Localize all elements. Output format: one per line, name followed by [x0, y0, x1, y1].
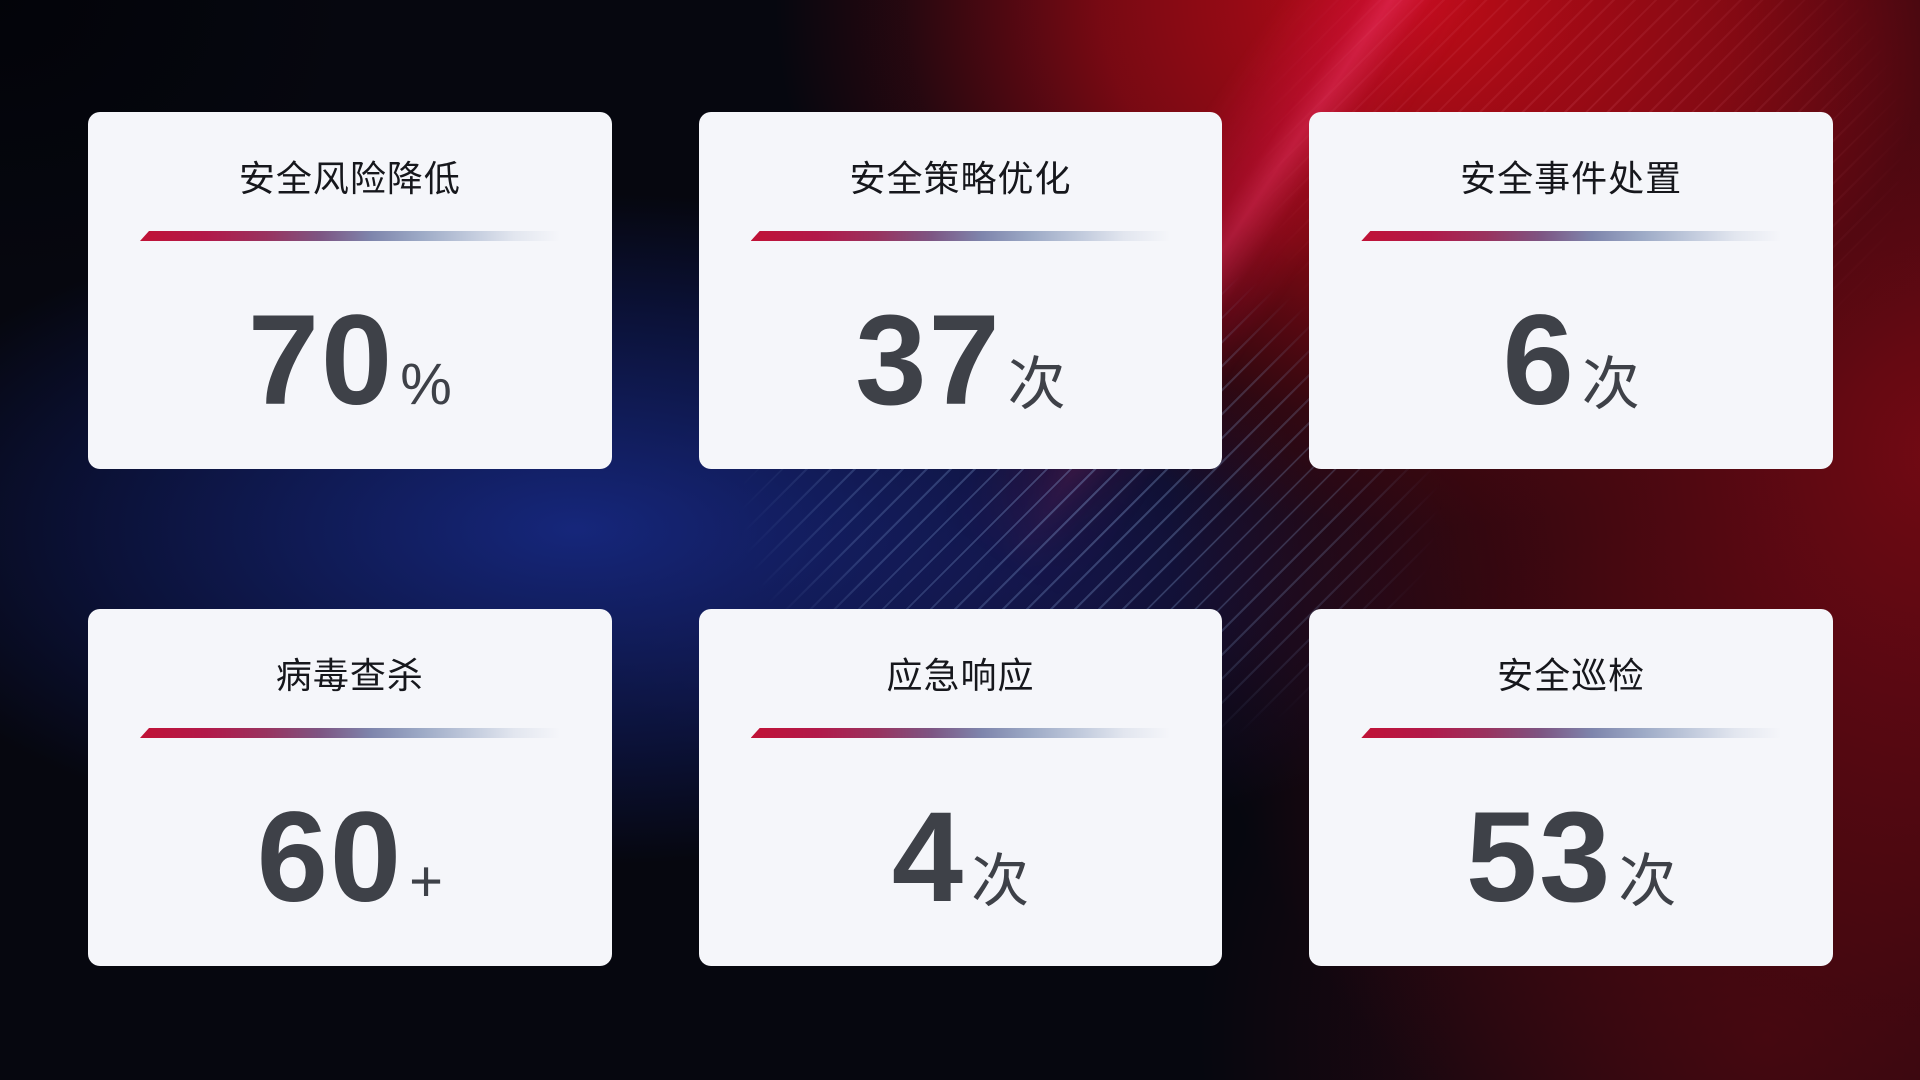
- card-title: 安全策略优化: [849, 158, 1072, 199]
- metric-unit: 次: [971, 849, 1030, 914]
- metric-card-risk-reduction: 安全风险降低 70 %: [88, 112, 612, 469]
- metric: 6 次: [1361, 297, 1781, 425]
- divider-accent: [1361, 728, 1781, 738]
- divider-accent: [140, 231, 560, 241]
- metric-card-virus-scan: 病毒查杀 60 +: [88, 609, 612, 966]
- metric: 60 +: [140, 794, 560, 922]
- divider-accent: [1361, 231, 1781, 241]
- divider-accent: [140, 728, 560, 738]
- metric-value: 6: [1502, 289, 1576, 432]
- metric: 53 次: [1361, 794, 1781, 922]
- metric-card-policy-optimization: 安全策略优化 37 次: [698, 112, 1223, 469]
- divider-accent: [750, 728, 1171, 738]
- divider-accent: [750, 231, 1171, 241]
- card-title: 安全巡检: [1497, 655, 1646, 696]
- metric: 70 %: [140, 297, 560, 425]
- metric: 4 次: [751, 794, 1171, 922]
- card-title: 病毒查杀: [275, 655, 424, 696]
- metric-value: 4: [891, 786, 966, 929]
- metric-unit: 次: [1581, 352, 1640, 417]
- metric-unit: %: [400, 352, 452, 417]
- metric-card-emergency-response: 应急响应 4 次: [698, 609, 1223, 966]
- metric-card-security-inspection: 安全巡检 53 次: [1309, 609, 1833, 966]
- card-title: 安全事件处置: [1460, 158, 1683, 199]
- metric-card-incident-handling: 安全事件处置 6 次: [1309, 112, 1833, 469]
- metric-unit: +: [409, 849, 443, 914]
- card-title: 安全风险降低: [238, 158, 461, 199]
- metric-unit: 次: [1618, 849, 1677, 914]
- metric-value: 53: [1465, 786, 1613, 929]
- metric-value: 60: [256, 786, 404, 929]
- metric-value: 37: [855, 289, 1002, 432]
- metric-value: 70: [247, 289, 395, 432]
- metric-unit: 次: [1007, 352, 1066, 417]
- card-title: 应急响应: [886, 655, 1035, 696]
- metric: 37 次: [751, 297, 1171, 425]
